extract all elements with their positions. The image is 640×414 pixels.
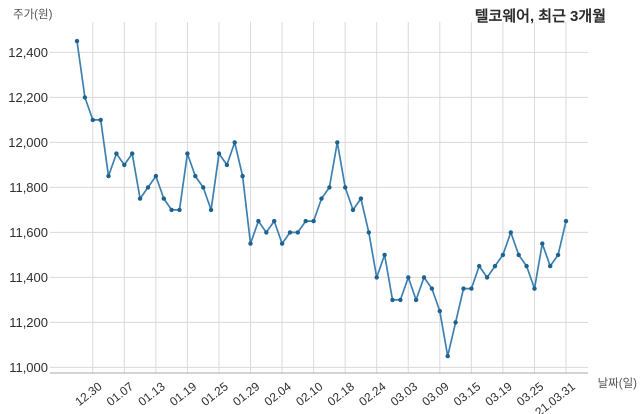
y-tick-label: 11,000 xyxy=(9,360,48,375)
data-point-marker[interactable] xyxy=(98,117,103,123)
data-point-marker[interactable] xyxy=(82,95,88,100)
x-tick-label: 02.18 xyxy=(325,379,358,409)
data-point-marker[interactable] xyxy=(413,297,419,303)
data-point-marker[interactable] xyxy=(185,151,190,156)
data-point-marker[interactable] xyxy=(248,241,253,246)
data-point-marker[interactable] xyxy=(303,218,308,224)
y-axis-title: 주가(원) xyxy=(13,9,53,21)
data-point-marker[interactable] xyxy=(500,252,506,258)
data-point-marker[interactable] xyxy=(201,185,206,190)
x-tick-label: 01.29 xyxy=(230,379,263,409)
data-point-marker[interactable] xyxy=(382,252,387,258)
data-point-marker[interactable] xyxy=(374,275,379,280)
data-point-marker[interactable] xyxy=(208,207,214,213)
data-point-marker[interactable] xyxy=(406,275,411,280)
data-point-marker[interactable] xyxy=(295,230,300,235)
data-point-marker[interactable] xyxy=(429,286,435,291)
y-tick-label: 12,400 xyxy=(8,45,48,60)
data-point-marker[interactable] xyxy=(398,297,403,303)
x-tick-label: 02.10 xyxy=(293,379,326,409)
data-point-marker[interactable] xyxy=(137,196,143,201)
data-point-marker[interactable] xyxy=(319,196,324,201)
data-point-marker[interactable] xyxy=(272,218,277,224)
data-point-marker[interactable] xyxy=(153,173,159,179)
data-point-marker[interactable] xyxy=(563,218,569,224)
data-point-marker[interactable] xyxy=(311,218,316,224)
data-point-marker[interactable] xyxy=(437,308,442,314)
x-tick-label: 03.03 xyxy=(388,379,421,409)
data-point-marker[interactable] xyxy=(122,162,127,168)
y-tick-label: 11,200 xyxy=(9,315,48,330)
data-point-marker[interactable] xyxy=(524,263,529,269)
x-tick-label: 03.19 xyxy=(482,379,515,409)
x-tick-label: 01.07 xyxy=(104,379,137,409)
data-point-marker[interactable] xyxy=(492,263,498,269)
data-point-marker[interactable] xyxy=(177,207,182,213)
y-tick-label: 12,200 xyxy=(8,90,48,105)
data-point-marker[interactable] xyxy=(461,286,466,291)
data-point-marker[interactable] xyxy=(548,263,553,269)
y-tick-label: 12,000 xyxy=(8,135,48,150)
x-tick-label: 02.24 xyxy=(356,379,389,409)
data-point-marker[interactable] xyxy=(453,320,458,325)
x-tick-label: 02.04 xyxy=(262,379,295,409)
data-point-marker[interactable] xyxy=(130,151,135,156)
data-point-marker[interactable] xyxy=(445,353,450,359)
data-point-marker[interactable] xyxy=(477,263,482,269)
data-point-marker[interactable] xyxy=(264,230,269,235)
data-point-marker[interactable] xyxy=(74,38,80,44)
y-tick-label: 11,800 xyxy=(9,180,48,195)
data-point-marker[interactable] xyxy=(256,218,261,224)
data-point-marker[interactable] xyxy=(106,173,111,179)
data-point-marker[interactable] xyxy=(287,230,293,235)
data-point-marker[interactable] xyxy=(216,151,222,156)
data-point-marker[interactable] xyxy=(279,241,285,246)
data-point-marker[interactable] xyxy=(516,252,521,258)
data-point-marker[interactable] xyxy=(145,185,151,190)
data-point-marker[interactable] xyxy=(469,286,474,291)
y-tick-label: 11,400 xyxy=(9,270,48,285)
x-tick-label: 01.13 xyxy=(135,379,168,409)
data-point-marker[interactable] xyxy=(114,151,119,156)
x-tick-label: 01.19 xyxy=(167,379,200,409)
data-point-marker[interactable] xyxy=(390,297,395,303)
data-point-marker[interactable] xyxy=(540,241,545,246)
data-point-marker[interactable] xyxy=(232,140,237,145)
data-point-marker[interactable] xyxy=(169,207,174,213)
data-point-marker[interactable] xyxy=(366,230,371,235)
x-tick-label: 01.25 xyxy=(199,379,232,409)
data-point-marker[interactable] xyxy=(335,140,340,145)
data-point-marker[interactable] xyxy=(161,196,166,201)
x-axis-title: 날짜(일) xyxy=(597,378,637,390)
data-point-marker[interactable] xyxy=(240,173,245,179)
chart-title: 텔코웨어, 최근 3개월 xyxy=(474,8,606,25)
y-tick-label: 11,600 xyxy=(9,225,48,240)
data-point-marker[interactable] xyxy=(358,196,364,201)
data-point-marker[interactable] xyxy=(421,275,427,280)
data-point-marker[interactable] xyxy=(484,275,490,280)
data-point-marker[interactable] xyxy=(343,185,348,190)
data-point-marker[interactable] xyxy=(555,252,561,258)
data-point-marker[interactable] xyxy=(350,207,356,213)
data-point-marker[interactable] xyxy=(90,117,96,123)
x-tick-label: 03.15 xyxy=(451,379,484,409)
x-tick-label: 12.30 xyxy=(72,379,105,409)
data-point-marker[interactable] xyxy=(532,286,537,291)
data-point-marker[interactable] xyxy=(193,173,198,179)
x-tick-label: 03.09 xyxy=(419,379,452,409)
data-point-marker[interactable] xyxy=(224,162,230,168)
data-point-marker[interactable] xyxy=(327,185,332,190)
data-point-marker[interactable] xyxy=(508,230,513,235)
